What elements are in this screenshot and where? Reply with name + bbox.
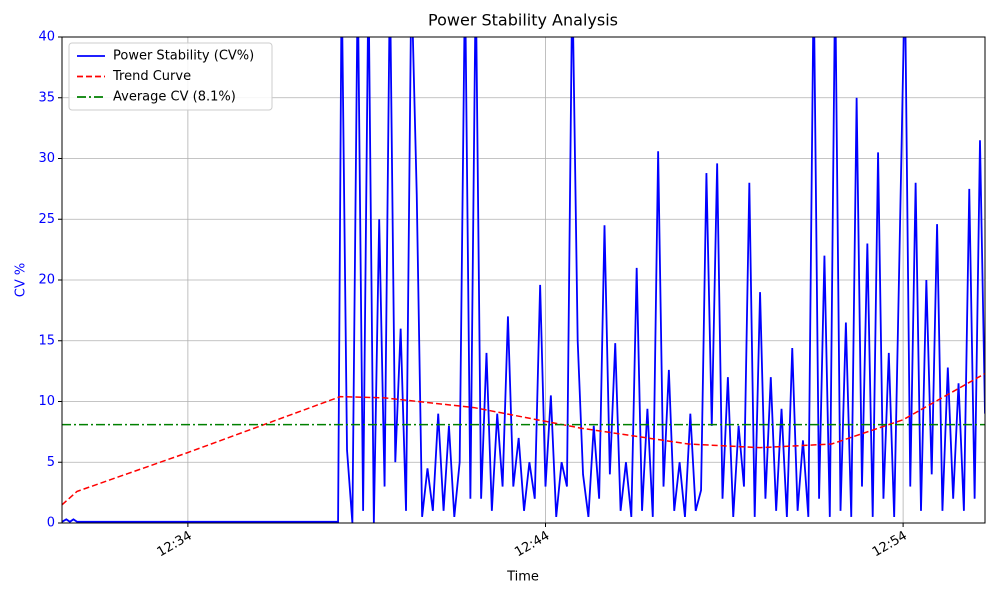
- y-tick-label: 0: [47, 516, 55, 531]
- y-axis-label: CV %: [14, 263, 29, 297]
- data-line: [62, 37, 985, 523]
- y-tick-label: 15: [38, 333, 55, 348]
- y-tick-label: 25: [38, 212, 55, 227]
- y-tick-label: 5: [47, 455, 55, 470]
- y-tick-label: 40: [38, 30, 55, 45]
- plot-frame: [61, 36, 986, 524]
- y-tick-label: 20: [38, 273, 55, 288]
- legend-label: Average CV (8.1%): [113, 90, 236, 105]
- legend-box: [68, 42, 273, 111]
- y-tick-label: 35: [38, 90, 55, 105]
- chart-title: Power Stability Analysis: [428, 11, 618, 30]
- legend-label: Power Stability (CV%): [113, 49, 254, 64]
- legend-label: Trend Curve: [112, 69, 191, 84]
- y-tick-label: 10: [38, 394, 55, 409]
- y-tick-label: 30: [38, 151, 55, 166]
- data-line: [62, 372, 985, 506]
- plot-area: [62, 37, 985, 523]
- x-axis-label: Time: [506, 570, 539, 585]
